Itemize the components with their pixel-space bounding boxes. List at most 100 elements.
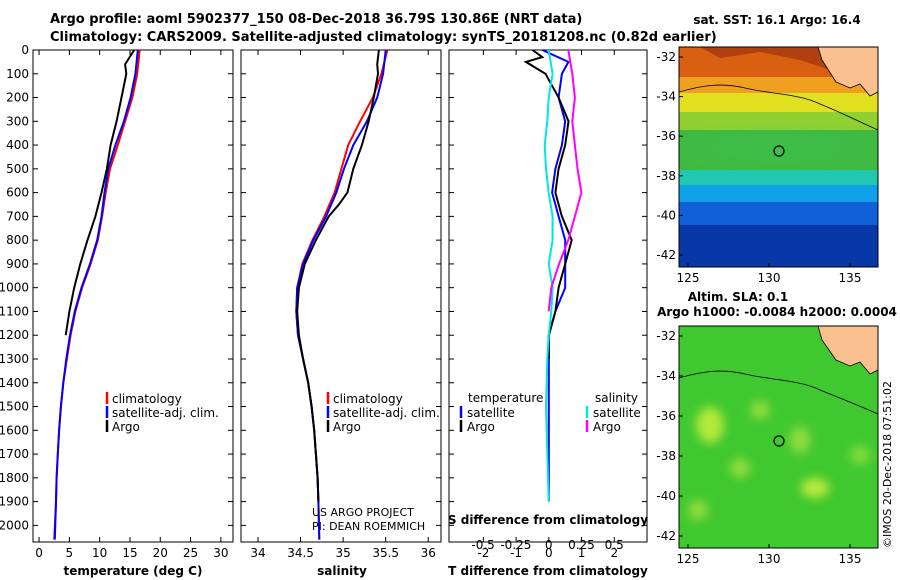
x-tick-label: 25 — [183, 546, 198, 560]
map-lon-label: 125 — [677, 552, 700, 566]
legend-satellite: satellite-adj. clim. — [333, 406, 440, 420]
x-tick-label: -2 — [477, 546, 489, 560]
x-tick-label: 0 — [545, 546, 553, 560]
x-tick-label: -0.5 — [471, 538, 494, 552]
temperature-series — [53, 49, 141, 540]
legend-s-satellite: satellite — [593, 406, 641, 420]
map-lat-label: -36 — [656, 409, 676, 423]
depth-tick-label: 0 — [21, 43, 29, 57]
x-tick-label: 2 — [610, 546, 618, 560]
x-tick-label: 0.25 — [568, 538, 595, 552]
x-tick-label: 1 — [578, 546, 586, 560]
depth-tick-label: 1600 — [0, 423, 29, 437]
depth-tick-label: 1500 — [0, 400, 29, 414]
x-tick-label: 15 — [122, 546, 137, 560]
temperature-panel — [32, 49, 234, 543]
x-tick-label: -1 — [510, 546, 522, 560]
x-tick-label: 35.5 — [372, 546, 399, 560]
x-tick-label: 30 — [213, 546, 228, 560]
argo-float-marker — [773, 435, 785, 447]
pi-credit: PI: DEAN ROEMMICH — [312, 520, 425, 533]
salinity-xlabel: salinity — [317, 564, 367, 578]
temperature-legend: climatology satellite-adj. clim. Argo — [105, 392, 219, 434]
depth-tick-label: 800 — [6, 233, 29, 247]
map-lat-label: -40 — [656, 489, 676, 503]
x-tick-label: 36 — [421, 546, 436, 560]
temperature-x-axis: 0 5 10 15 20 25 30 — [35, 50, 229, 560]
depth-tick-label: 1700 — [0, 447, 29, 461]
x-tick-label: 0 — [545, 538, 553, 552]
land-mass — [817, 326, 878, 375]
map-lat-label: -32 — [656, 50, 676, 64]
x-tick-label: 5 — [66, 546, 74, 560]
legend-salinity-title: salinity — [595, 391, 638, 405]
legend-argo: Argo — [112, 420, 140, 434]
legend-t-satellite: satellite — [467, 406, 515, 420]
series-line-satellite-adj-clim- — [53, 49, 139, 540]
map-lat-label: -34 — [656, 369, 676, 383]
depth-tick-label: 1000 — [0, 281, 29, 295]
title-line-2: Climatology: CARS2009. Satellite-adjuste… — [50, 30, 717, 45]
legend-temperature-title: temperature — [468, 391, 543, 405]
map-lat-label: -36 — [656, 129, 676, 143]
map-lat-label: -38 — [656, 169, 676, 183]
x-tick-label: 34.5 — [287, 546, 314, 560]
sla-map-title: Altim. SLA: 0.1 — [688, 290, 789, 304]
x-tick-label: -0.25 — [500, 538, 531, 552]
depth-tick-label: 1800 — [0, 471, 29, 485]
imos-credit: ©IMOS 20-Dec-2018 07:51:02 — [881, 381, 894, 548]
x-tick-label: 20 — [153, 546, 168, 560]
map-lat-label: -42 — [656, 529, 676, 543]
depth-tick-label: 100 — [6, 67, 29, 81]
series-line-t-argo — [523, 49, 573, 359]
depth-tick-label: 200 — [6, 91, 29, 105]
x-tick-label: 0.5 — [605, 538, 624, 552]
legend-climatology: climatology — [112, 392, 182, 406]
salinity-difference-axis: -0.5 -0.25 0 0.25 0.5 — [471, 538, 623, 552]
legend-climatology: climatology — [333, 392, 403, 406]
depth-tick-label: 2000 — [0, 518, 29, 532]
land-mass — [817, 47, 878, 97]
series-line-argo — [64, 49, 136, 336]
map-lat-label: -38 — [656, 449, 676, 463]
depth-tick-label: 900 — [6, 257, 29, 271]
map-lon-label: 135 — [839, 552, 862, 566]
depth-tick-label: 1200 — [0, 328, 29, 342]
temperature-xlabel: temperature (deg C) — [64, 564, 203, 578]
map-lon-label: 125 — [677, 271, 700, 285]
series-line-s-argo — [547, 49, 583, 312]
salinity-legend: climatology satellite-adj. clim. Argo US… — [312, 392, 440, 533]
legend-s-argo: Argo — [593, 420, 621, 434]
depth-tick-label: 1900 — [0, 495, 29, 509]
depth-tick-label: 700 — [6, 209, 29, 223]
difference-series — [523, 49, 583, 502]
series-line-s-satellite — [543, 49, 554, 502]
depth-tick-label: 1400 — [0, 376, 29, 390]
salinity-series — [295, 49, 389, 540]
map-lon-label: 130 — [758, 552, 781, 566]
difference-xlabel: T difference from climatology — [448, 564, 648, 578]
x-tick-label: 34 — [250, 546, 265, 560]
salinity-x-axis: 34 34.5 35 35.5 36 — [250, 50, 436, 560]
map-lat-label: -40 — [656, 208, 676, 222]
depth-tick-label: 500 — [6, 162, 29, 176]
depth-tick-label: 1100 — [0, 304, 29, 318]
depth-tick-label: 400 — [6, 138, 29, 152]
depth-tick-label: 600 — [6, 186, 29, 200]
x-tick-label: 10 — [92, 546, 107, 560]
x-tick-label: 35 — [335, 546, 350, 560]
legend-t-argo: Argo — [467, 420, 495, 434]
depth-tick-label: 1300 — [0, 352, 29, 366]
x-tick-label: 0 — [35, 546, 43, 560]
map-lon-label: 135 — [839, 271, 862, 285]
map-lon-label: 130 — [758, 271, 781, 285]
argo-float-marker — [773, 145, 785, 157]
map-lat-label: -32 — [656, 329, 676, 343]
sla-map-subtitle: Argo h1000: -0.0084 h2000: 0.0004 — [657, 305, 897, 319]
depth-axis: 0 100 200 300 400 500 600 700 800 900 1000 1100 1200… — [0, 43, 647, 532]
title-line-1: Argo profile: aoml 5902377_150 08-Dec-20… — [50, 12, 583, 27]
sst-map-title: sat. SST: 16.1 Argo: 16.4 — [693, 13, 860, 27]
